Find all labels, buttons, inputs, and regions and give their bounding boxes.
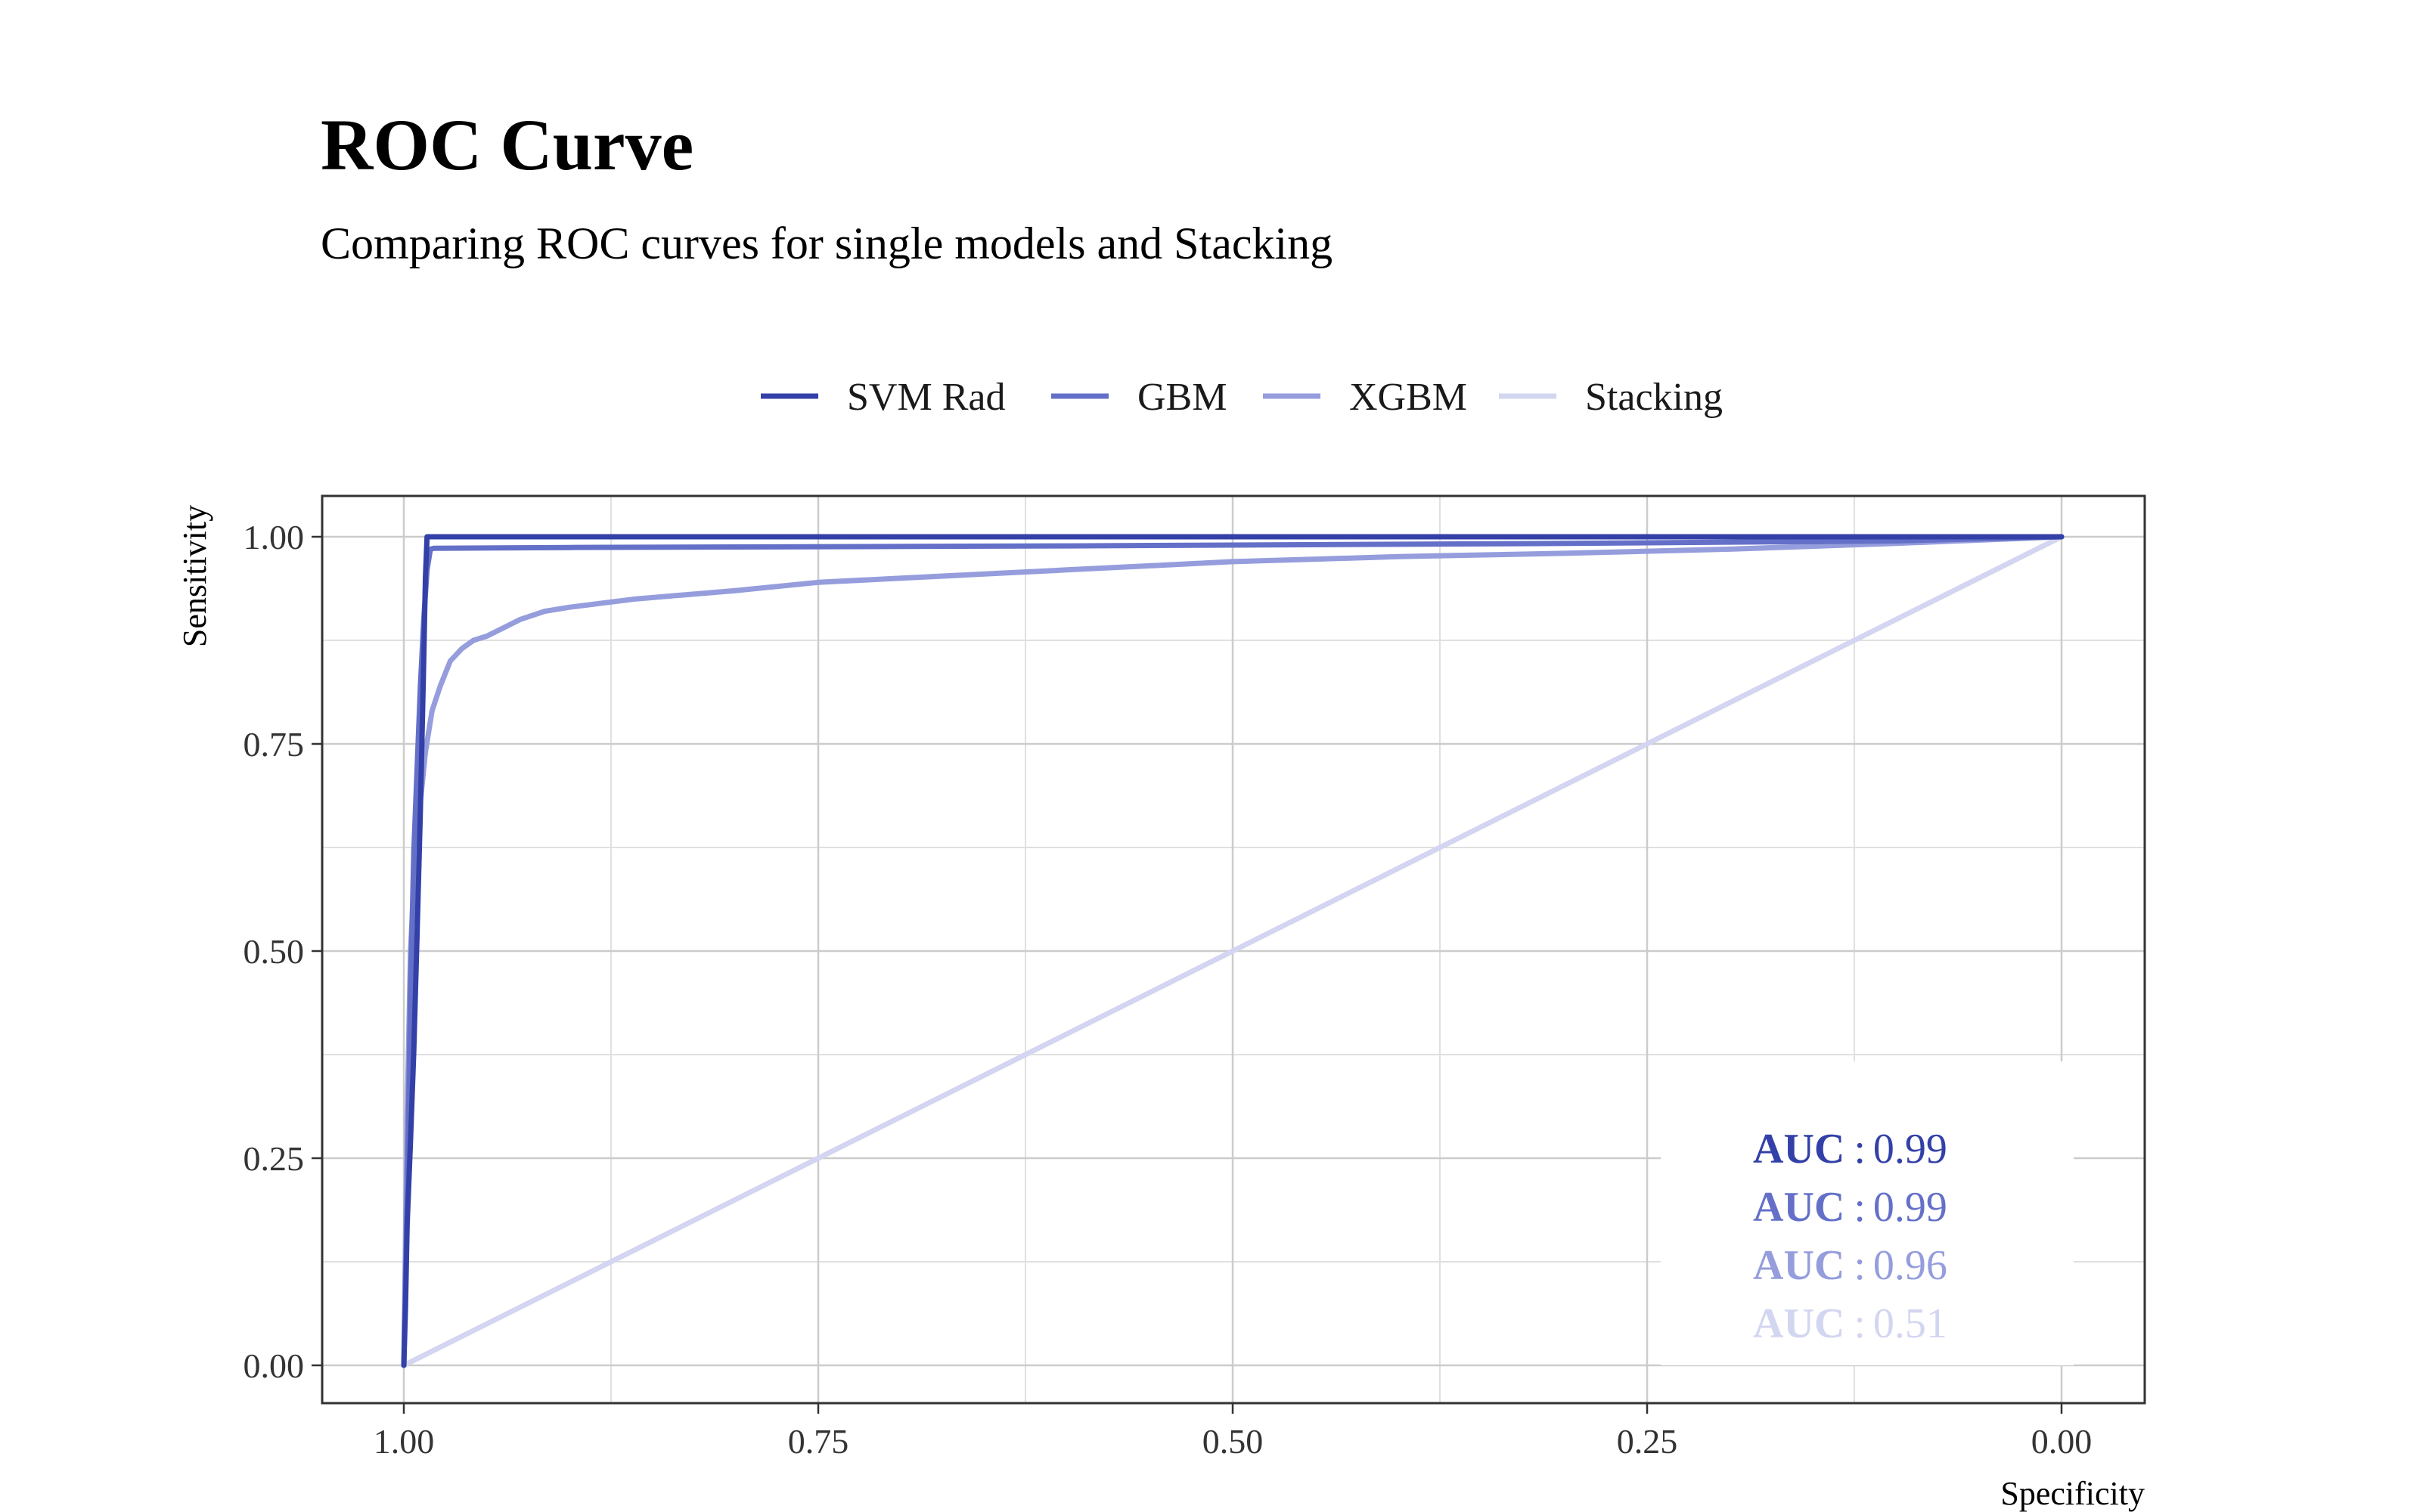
legend-item-svm-rad: SVM Rad: [761, 376, 1005, 419]
panel-border: [321, 494, 2146, 1405]
series-line-svm-rad: [401, 534, 2065, 1368]
auc-label-xgbm: AUC:0.96: [1753, 1242, 1947, 1289]
x-tick-label: 0.75: [788, 1422, 849, 1461]
y-tick-label: 0.25: [244, 1139, 305, 1178]
plot-area: 1.00 0.75 0.50 0.25 0.00 0.00 0.25 0.50 0.75 1.00…: [244, 494, 2146, 1461]
auc-label-svm-rad: AUC:0.99: [1753, 1126, 1947, 1173]
auc-label-stacking: AUC:0.51: [1753, 1300, 1947, 1347]
series-line-stacking: [401, 534, 2065, 1368]
x-tick-label: 0.50: [1202, 1422, 1264, 1461]
x-tick-label: 1.00: [374, 1422, 435, 1461]
x-tick-label: 0.25: [1617, 1422, 1678, 1461]
legend-item-gbm: GBM: [1051, 376, 1227, 419]
legend-label: SVM Rad: [847, 376, 1005, 419]
legend-item-xgbm: XGBM: [1263, 376, 1467, 419]
y-tick-label: 0.50: [244, 932, 305, 971]
legend: SVM Rad GBM XGBM Stacking: [761, 376, 1723, 419]
auc-box-background: [1661, 1061, 2074, 1365]
auc-annotation: AUC:0.99 AUC:0.99 AUC:0.96 AUC:0.51: [1661, 1061, 2074, 1365]
legend-label: XGBM: [1349, 376, 1467, 419]
series-line-xgbm: [401, 534, 2065, 1368]
y-tick-label: 0.75: [244, 725, 305, 764]
x-axis-label: Specificity: [2000, 1475, 2145, 1512]
y-axis-label: Sensitivity: [176, 505, 213, 647]
legend-label: GBM: [1137, 376, 1227, 419]
chart-title: ROC Curve: [321, 104, 693, 185]
legend-item-stacking: Stacking: [1499, 376, 1723, 419]
legend-label: Stacking: [1585, 376, 1723, 419]
auc-label-gbm: AUC:0.99: [1753, 1184, 1947, 1231]
y-tick-label: 0.00: [244, 1346, 305, 1385]
chart-subtitle: Comparing ROC curves for single models a…: [321, 218, 1333, 268]
y-tick-label: 1.00: [244, 518, 305, 556]
x-tick-label: 0.00: [2031, 1422, 2093, 1461]
